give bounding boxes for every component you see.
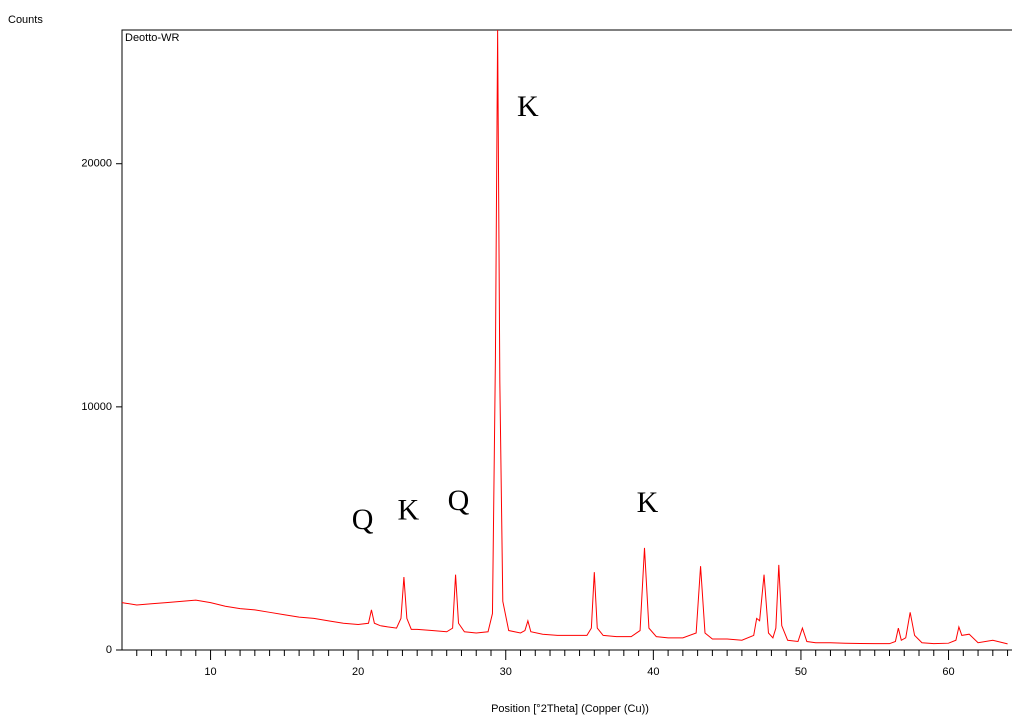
annotation: Q	[448, 484, 470, 517]
x-tick-label: 40	[647, 666, 659, 678]
x-tick-label: 60	[942, 666, 954, 678]
plot-frame	[121, 29, 1012, 651]
annotation: K	[397, 494, 419, 527]
x-axis-label: Position [°2Theta] (Copper (Cu))	[491, 703, 649, 715]
series-line	[121, 29, 1008, 645]
y-tick-label: 0	[106, 644, 112, 656]
y-tick-label: 20000	[81, 158, 112, 170]
x-tick-label: 20	[352, 666, 364, 678]
series-name: Deotto-WR	[125, 32, 179, 44]
y-tick-label: 10000	[81, 401, 112, 413]
annotation: Q	[352, 503, 374, 536]
x-tick-label: 10	[204, 666, 216, 678]
y-axis-label: Counts	[8, 14, 43, 26]
annotation: K	[517, 90, 539, 123]
annotation: K	[637, 486, 659, 519]
x-tick-label: 50	[795, 666, 807, 678]
x-tick-label: 30	[500, 666, 512, 678]
